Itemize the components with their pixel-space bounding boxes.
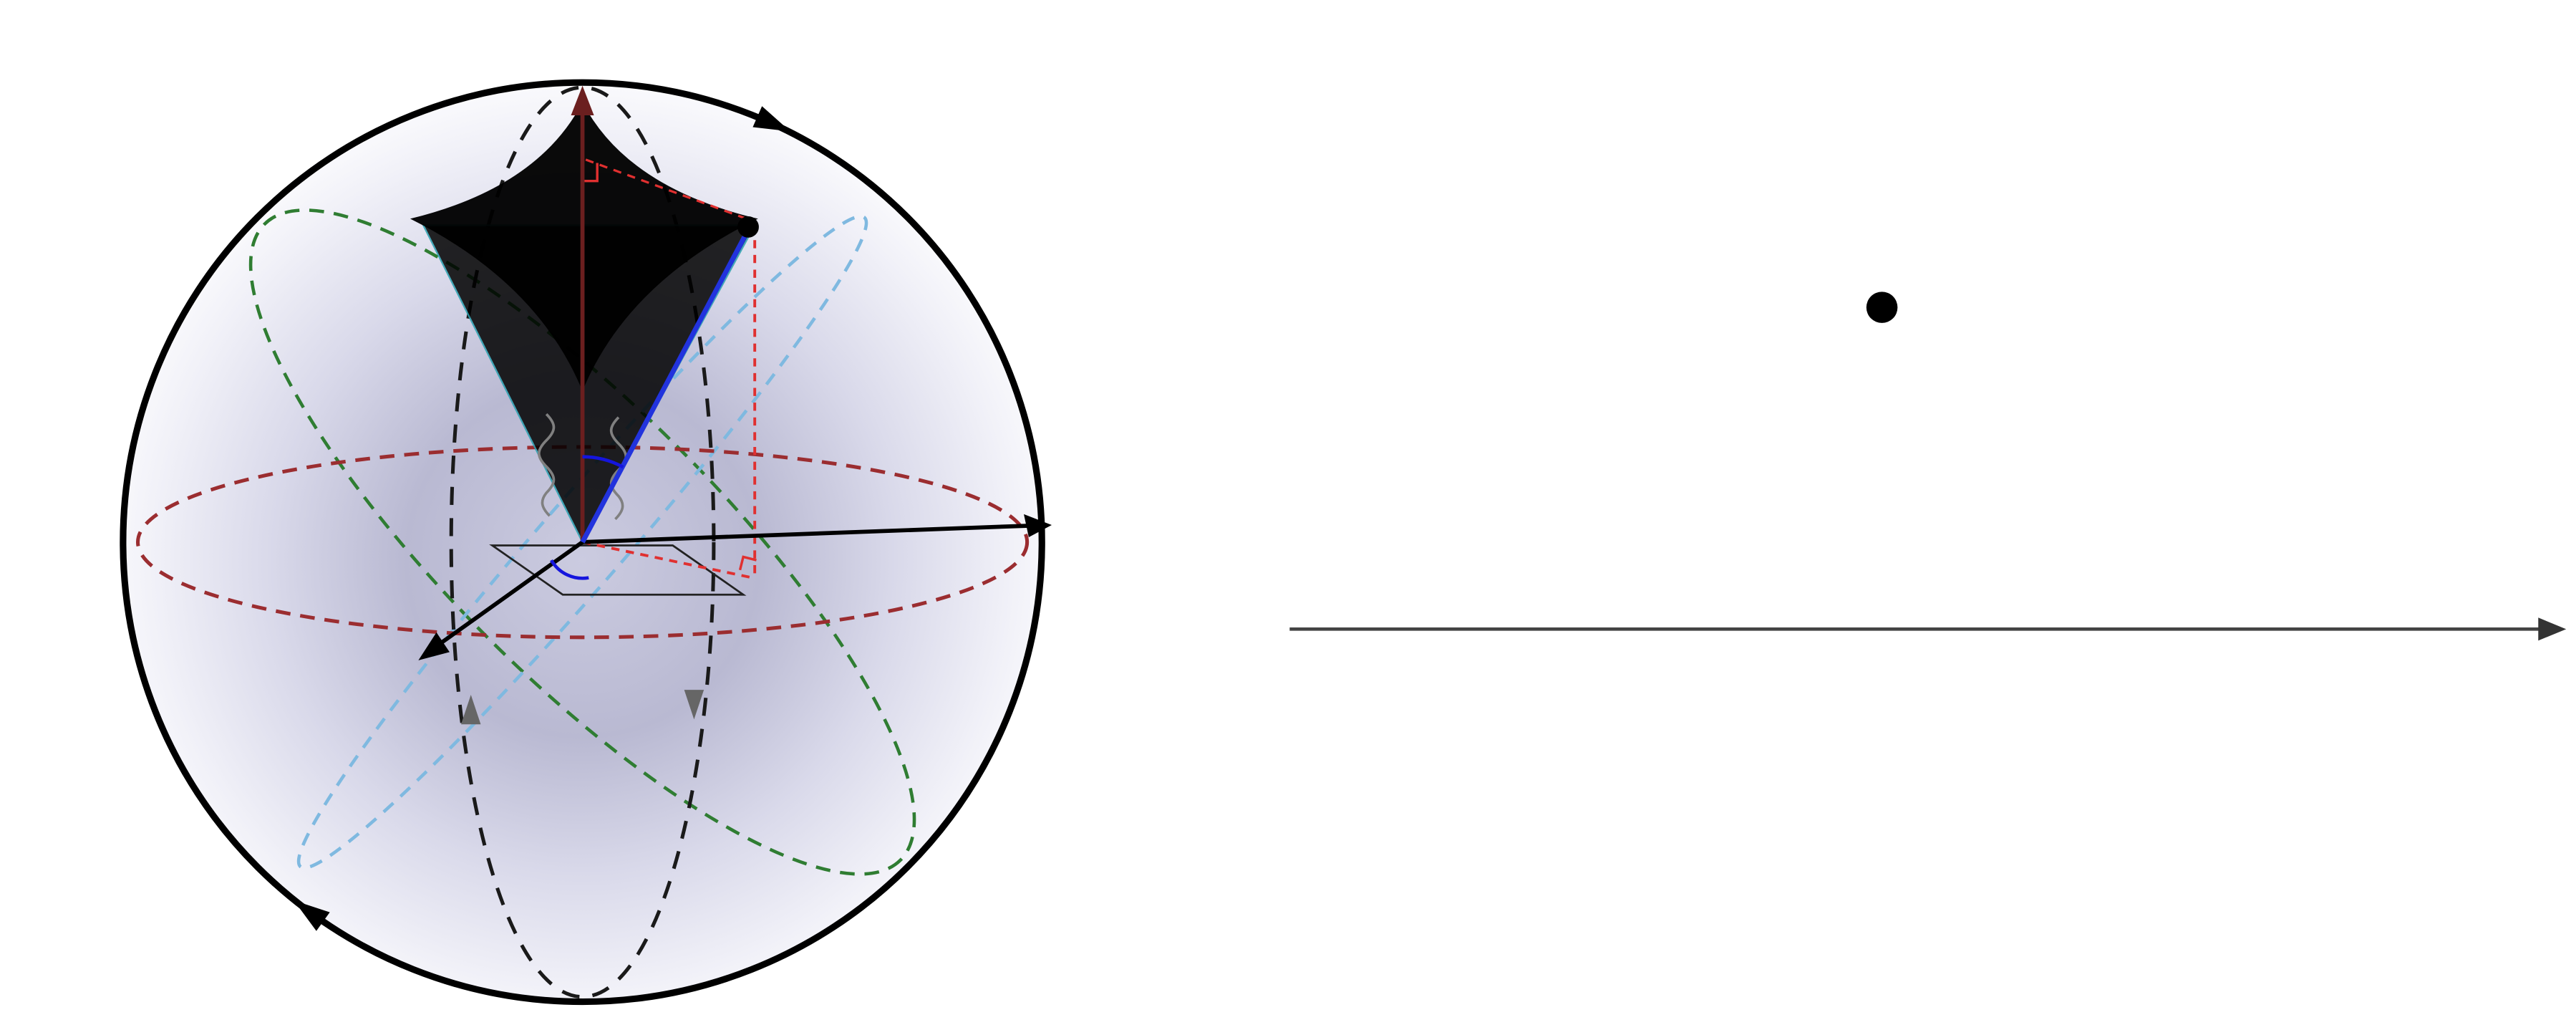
squiggle-left	[538, 413, 556, 517]
theta-arc	[582, 455, 624, 469]
right-angle-mark-top	[582, 163, 599, 183]
gray-down-arrow-icon	[684, 690, 704, 720]
time-axis-arrow-icon	[2538, 617, 2567, 641]
green-dashed-great-circle	[248, 208, 916, 876]
x-axis-arrow-icon	[418, 632, 450, 660]
green-dot-panel-b	[1866, 292, 1898, 323]
gray-up-arrow-icon	[460, 695, 481, 725]
lightblue-dashed-great-circle	[296, 214, 868, 870]
panel-b	[1289, 292, 2567, 641]
y-axis	[582, 524, 1030, 544]
r-vector	[580, 222, 754, 544]
circulation-arrow-top-icon	[752, 106, 790, 132]
floor-parallelogram	[489, 544, 747, 596]
circulation-arrow-bottom-icon	[294, 900, 330, 931]
right-angle-mark-floor	[738, 555, 757, 571]
z-axis-arrow-icon	[571, 85, 594, 116]
sphere-outline	[120, 79, 1045, 1006]
green-dot-point-1	[737, 216, 759, 238]
vertical-dashed-great-circle	[449, 85, 716, 999]
x-axis	[438, 540, 584, 646]
panel-a	[120, 79, 1052, 1006]
y-axis-arrow-icon	[1024, 514, 1052, 538]
phi-arc	[550, 559, 589, 580]
